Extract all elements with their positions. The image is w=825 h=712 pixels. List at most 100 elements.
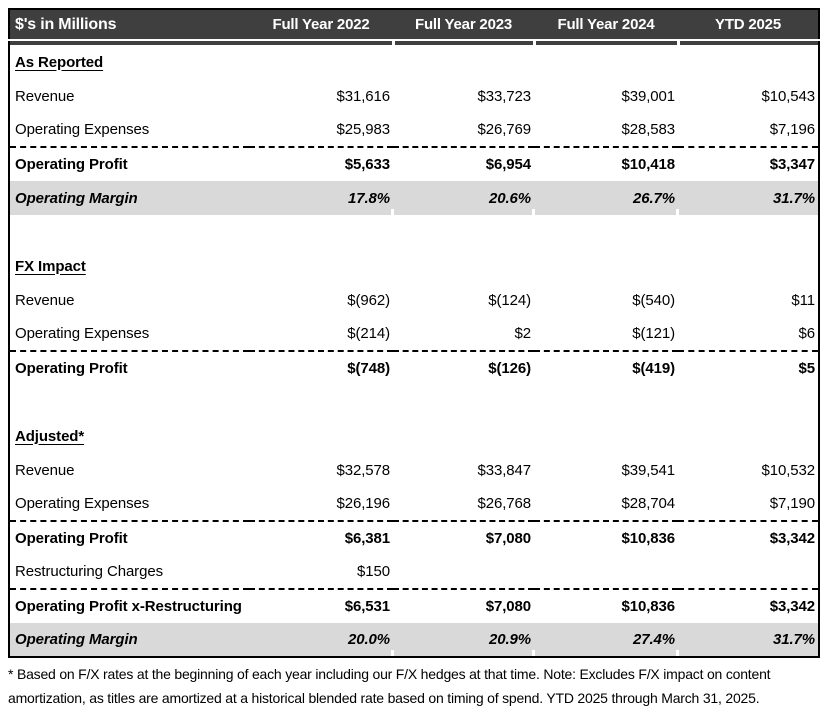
- table-row-operating-margin: Operating Margin 17.8% 20.6% 26.7% 31.7%: [9, 181, 819, 215]
- cell-fy2023: 20.9%: [391, 623, 534, 657]
- cell-fy2022: $150: [357, 563, 390, 580]
- units-label: $'s in Millions: [9, 9, 249, 40]
- header-bottom-strip: [9, 39, 819, 45]
- cell-fy2024: $(419): [534, 350, 678, 385]
- cell-fy2022: $(962): [347, 291, 390, 309]
- cell-ytd2025: $3,347: [678, 146, 819, 181]
- row-label: Operating Profit: [9, 520, 249, 555]
- row-label: Operating Margin: [9, 181, 249, 215]
- cell-ytd2025: $3,342: [678, 588, 819, 623]
- cell-fy2023: $7,080: [393, 588, 534, 623]
- table-row-operating-margin: Operating Margin 20.0% 20.9% 27.4% 31.7%: [9, 623, 819, 657]
- table-row-revenue: Revenue $32,578 $33,847 $39,541 $10,532: [9, 453, 819, 487]
- cell-fy2024: $10,418: [534, 146, 678, 181]
- cell-fy2023: $(126): [393, 350, 534, 385]
- row-label: Operating Profit x-Restructuring: [9, 588, 249, 623]
- table-row-operating-expenses: Operating Expenses $25,983 $26,769 $28,5…: [9, 113, 819, 147]
- cell-ytd2025: $5: [678, 350, 819, 385]
- cell-fy2023: $33,723: [477, 87, 531, 105]
- cell-fy2024: 26.7%: [532, 181, 678, 215]
- cell-fy2023: $26,768: [477, 495, 531, 512]
- section-title: Adjusted*: [15, 427, 85, 445]
- table-row-operating-profit: Operating Profit $5,633 $6,954 $10,418 $…: [9, 146, 819, 181]
- cell-fy2024: $10,836: [534, 520, 678, 555]
- column-header-fy2022: Full Year 2022: [249, 9, 393, 40]
- spacer-row: [9, 215, 819, 249]
- cell-ytd2025: $10,532: [761, 461, 815, 479]
- cell-fy2023: $(124): [488, 291, 531, 309]
- table-row-revenue: Revenue $31,616 $33,723 $39,001 $10,543: [9, 79, 819, 113]
- table-row-operating-profit: Operating Profit $(748) $(126) $(419) $5: [9, 350, 819, 385]
- section-title: As Reported: [15, 53, 104, 71]
- cell-fy2024: 27.4%: [532, 623, 678, 657]
- cell-fy2022: $32,578: [336, 461, 390, 479]
- section-title-row-as-reported: As Reported: [9, 45, 819, 79]
- column-divider-tick: [532, 39, 678, 45]
- cell-fy2022: $25,983: [336, 121, 390, 138]
- cell-fy2023: $2: [514, 325, 532, 342]
- row-label: Restructuring Charges: [15, 563, 163, 580]
- table-row-operating-profit-x-restructuring: Operating Profit x-Restructuring $6,531 …: [9, 588, 819, 623]
- row-label: Revenue: [15, 291, 75, 309]
- table-row-restructuring-charges: Restructuring Charges $150: [9, 555, 819, 589]
- column-header-ytd2025: YTD 2025: [678, 9, 819, 40]
- column-divider-tick: [676, 39, 819, 45]
- cell-fy2022: $(214): [347, 325, 390, 342]
- row-label: Operating Margin: [9, 623, 249, 657]
- financial-summary-table: $'s in Millions Full Year 2022 Full Year…: [8, 8, 820, 658]
- cell-fy2024: $(121): [632, 325, 675, 342]
- strip-cell: [9, 39, 249, 45]
- row-label: Revenue: [15, 87, 75, 105]
- cell-ytd2025: $3,342: [678, 520, 819, 555]
- cell-ytd2025: $11: [791, 291, 815, 309]
- cell-fy2024: [534, 555, 678, 589]
- cell-fy2022: $5,633: [249, 146, 393, 181]
- cell-ytd2025: $6: [798, 325, 816, 342]
- cell-fy2023: $26,769: [477, 121, 531, 138]
- column-header-fy2023: Full Year 2023: [393, 9, 534, 40]
- column-header-fy2024: Full Year 2024: [534, 9, 678, 40]
- cell-fy2023: [393, 555, 534, 589]
- cell-fy2022: $(748): [249, 350, 393, 385]
- row-label: Revenue: [15, 461, 75, 479]
- cell-fy2024: $28,704: [621, 495, 675, 512]
- cell-fy2023: 20.6%: [391, 181, 534, 215]
- cell-ytd2025: 31.7%: [676, 181, 819, 215]
- footnote: * Based on F/X rates at the beginning of…: [8, 666, 771, 706]
- row-label: Operating Profit: [9, 350, 249, 385]
- spacer-row: [9, 385, 819, 419]
- cell-fy2022: 17.8%: [249, 181, 393, 215]
- cell-ytd2025: $10,543: [761, 87, 815, 105]
- table-header-row: $'s in Millions Full Year 2022 Full Year…: [9, 9, 819, 40]
- table-row-operating-expenses: Operating Expenses $26,196 $26,768 $28,7…: [9, 487, 819, 521]
- row-label: Operating Profit: [9, 146, 249, 181]
- cell-fy2023: $6,954: [393, 146, 534, 181]
- cell-fy2024: $39,541: [621, 461, 675, 479]
- section-title: FX Impact: [15, 257, 86, 275]
- table-row-revenue: Revenue $(962) $(124) $(540) $11: [9, 283, 819, 317]
- table-row-operating-expenses: Operating Expenses $(214) $2 $(121) $6: [9, 317, 819, 351]
- cell-fy2023: $33,847: [477, 461, 531, 479]
- cell-fy2024: $39,001: [621, 87, 675, 105]
- row-label: Operating Expenses: [15, 495, 150, 512]
- cell-fy2022: $26,196: [336, 495, 390, 512]
- section-title-row-adjusted: Adjusted*: [9, 419, 819, 453]
- cell-fy2022: 20.0%: [249, 623, 393, 657]
- cell-fy2024: $10,836: [534, 588, 678, 623]
- cell-ytd2025: $7,196: [769, 121, 815, 138]
- cell-fy2024: $28,583: [621, 121, 675, 138]
- table-row-operating-profit: Operating Profit $6,381 $7,080 $10,836 $…: [9, 520, 819, 555]
- strip-cell: [249, 39, 393, 45]
- cell-fy2022: $6,531: [249, 588, 393, 623]
- row-label: Operating Expenses: [15, 121, 150, 138]
- cell-fy2022: $31,616: [336, 87, 390, 105]
- section-title-row-fx-impact: FX Impact: [9, 249, 819, 283]
- cell-fy2022: $6,381: [249, 520, 393, 555]
- cell-ytd2025: $7,190: [769, 495, 815, 512]
- cell-fy2024: $(540): [632, 291, 675, 309]
- cell-ytd2025: [678, 555, 819, 589]
- cell-ytd2025: 31.7%: [676, 623, 819, 657]
- row-label: Operating Expenses: [15, 325, 150, 342]
- column-divider-tick: [391, 39, 534, 45]
